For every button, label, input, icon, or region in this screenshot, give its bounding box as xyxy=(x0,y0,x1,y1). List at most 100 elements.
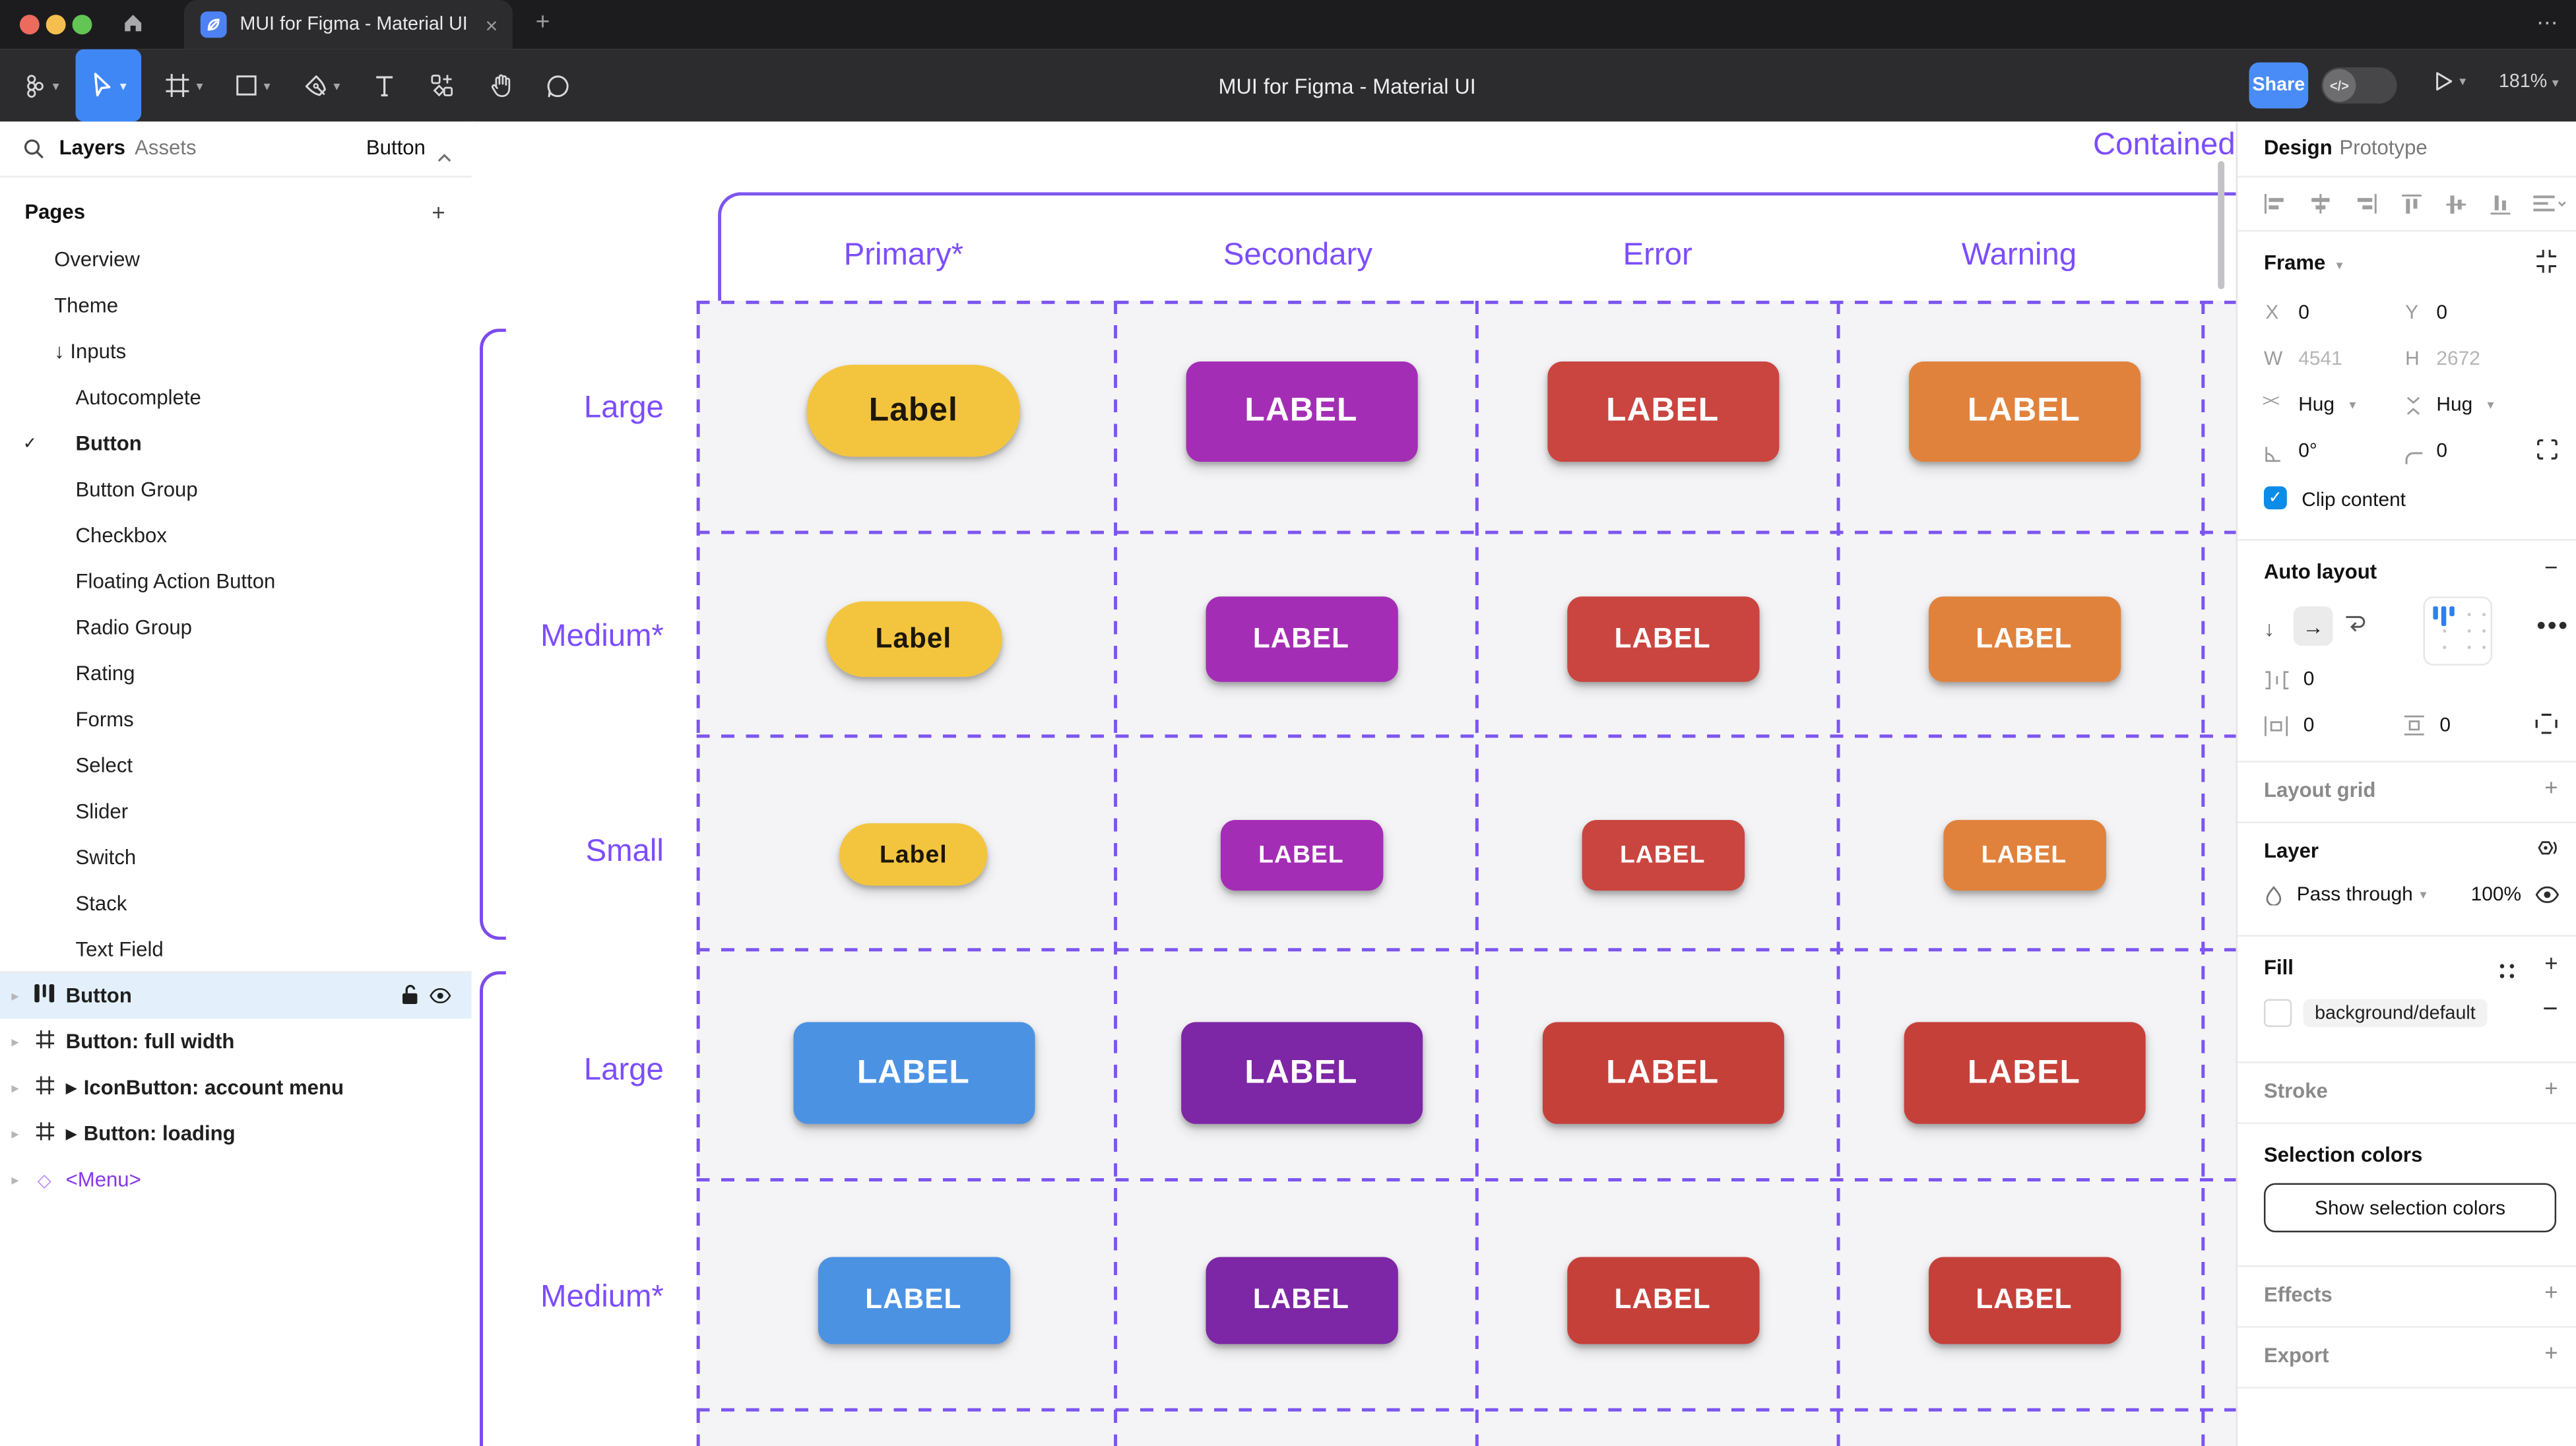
search-icon[interactable] xyxy=(23,138,44,168)
frame-tool-button[interactable]: ▾ xyxy=(154,49,214,122)
traffic-close-button[interactable] xyxy=(20,15,40,34)
button-variant[interactable]: LABEL xyxy=(818,1256,1010,1343)
main-menu-button[interactable]: ▾ xyxy=(13,49,69,122)
alignment-widget[interactable] xyxy=(2423,596,2492,666)
chevron-up-icon[interactable] xyxy=(437,141,451,171)
tab-prototype[interactable]: Prototype xyxy=(2339,137,2427,160)
resources-tool-button[interactable] xyxy=(417,49,467,122)
blend-mode-select[interactable]: Pass through xyxy=(2297,883,2413,906)
x-input[interactable]: 0 xyxy=(2298,301,2309,324)
frame-section-title[interactable]: Frame xyxy=(2264,251,2325,274)
width-input[interactable]: 4541 xyxy=(2298,347,2342,370)
height-input[interactable]: 2672 xyxy=(2436,347,2480,370)
align-bottom-icon[interactable] xyxy=(2491,194,2511,215)
button-variant[interactable]: LABEL xyxy=(792,1022,1034,1123)
variant-column-header[interactable]: Error xyxy=(1493,238,1822,274)
distribute-menu-icon[interactable] xyxy=(2533,194,2566,214)
button-variant[interactable]: LABEL xyxy=(1185,361,1417,461)
vertical-padding-input[interactable]: 0 xyxy=(2439,713,2451,736)
y-input[interactable]: 0 xyxy=(2436,301,2447,324)
add-effect-icon[interactable]: + xyxy=(2544,1278,2558,1305)
zoom-menu[interactable]: 181%▾ xyxy=(2499,73,2559,92)
page-item[interactable]: Rating xyxy=(0,650,472,697)
traffic-minimize-button[interactable] xyxy=(46,15,66,34)
tab-design[interactable]: Design xyxy=(2264,137,2333,160)
layer-item[interactable]: ▸◇<Menu> xyxy=(0,1157,472,1203)
page-item[interactable]: Radio Group xyxy=(0,605,472,651)
button-variant[interactable]: LABEL xyxy=(1220,819,1382,890)
button-variant[interactable]: LABEL xyxy=(1943,819,2105,890)
expand-chevron-icon[interactable]: ▸ xyxy=(11,987,18,1005)
expand-chevron-icon[interactable]: ▸ xyxy=(11,1033,18,1051)
page-item[interactable]: Overview xyxy=(0,237,472,283)
page-item[interactable]: ↓ Inputs xyxy=(0,329,472,375)
home-icon[interactable] xyxy=(121,11,145,39)
wrap-icon[interactable] xyxy=(2342,612,2367,643)
page-item[interactable]: Theme xyxy=(0,282,472,329)
button-variant[interactable]: Label xyxy=(806,365,1020,456)
button-variant[interactable]: Label xyxy=(839,823,987,886)
canvas-scrollbar[interactable] xyxy=(2218,161,2224,289)
remove-auto-layout-icon[interactable]: − xyxy=(2544,553,2558,580)
page-item[interactable]: Forms xyxy=(0,697,472,743)
eye-icon[interactable] xyxy=(429,986,452,1009)
show-selection-colors-button[interactable]: Show selection colors xyxy=(2264,1183,2556,1232)
button-variant[interactable]: LABEL xyxy=(1547,361,1778,461)
button-variant[interactable]: Label xyxy=(825,602,1001,677)
button-variant[interactable]: LABEL xyxy=(1928,1256,2120,1343)
button-variant[interactable]: LABEL xyxy=(1542,1022,1784,1123)
expand-chevron-icon[interactable]: ▸ xyxy=(11,1079,18,1096)
file-tab[interactable]: MUI for Figma - Material UI × xyxy=(184,0,513,49)
expand-chevron-icon[interactable]: ▸ xyxy=(11,1171,18,1189)
layer-item[interactable]: ▸Button xyxy=(0,973,472,1019)
window-overflow-menu-icon[interactable]: ⋯ xyxy=(2536,10,2560,36)
variant-column-header[interactable]: Secondary xyxy=(1134,238,1462,274)
chevron-down-icon[interactable]: ▾ xyxy=(2336,258,2342,272)
add-stroke-icon[interactable]: + xyxy=(2544,1075,2558,1101)
button-variant[interactable]: LABEL xyxy=(1903,1022,2144,1123)
collapse-panel-icon[interactable] xyxy=(2535,250,2558,281)
align-top-icon[interactable] xyxy=(2402,194,2422,215)
align-left-icon[interactable] xyxy=(2264,194,2285,214)
shape-tool-button[interactable]: ▾ xyxy=(224,49,283,122)
variant-column-header[interactable]: Primary* xyxy=(739,238,1068,274)
button-variant[interactable]: LABEL xyxy=(1205,596,1397,682)
page-item[interactable]: Switch xyxy=(0,834,472,881)
opacity-input[interactable]: 100% xyxy=(2471,883,2521,906)
share-button[interactable]: Share xyxy=(2249,63,2309,109)
button-variant[interactable]: LABEL xyxy=(1180,1022,1422,1123)
layer-item[interactable]: ▸▶Button: loading xyxy=(0,1111,472,1157)
independent-padding-icon[interactable] xyxy=(2535,713,2558,743)
add-export-icon[interactable]: + xyxy=(2544,1339,2558,1366)
page-item[interactable]: Select xyxy=(0,743,472,789)
vertical-resize-value[interactable]: Hug xyxy=(2436,393,2472,416)
button-variant[interactable]: LABEL xyxy=(1205,1256,1397,1343)
tab-assets[interactable]: Assets xyxy=(135,137,196,160)
page-item[interactable]: Button Group xyxy=(0,466,472,513)
blend-mode-icon[interactable] xyxy=(2533,836,2558,867)
button-variant[interactable]: LABEL xyxy=(1908,361,2140,461)
button-variant[interactable]: LABEL xyxy=(1581,819,1743,890)
page-item[interactable]: Stack xyxy=(0,881,472,927)
page-item[interactable]: ✓Button xyxy=(0,421,472,467)
button-variant[interactable]: LABEL xyxy=(1928,596,2120,682)
pen-tool-button[interactable]: ▾ xyxy=(292,49,352,122)
layer-item[interactable]: ▸Button: full width xyxy=(0,1019,472,1065)
horizontal-resize-value[interactable]: Hug xyxy=(2298,393,2334,416)
page-selector[interactable]: Button xyxy=(366,137,426,160)
align-right-icon[interactable] xyxy=(2356,194,2377,214)
comment-tool-button[interactable] xyxy=(532,49,582,122)
close-tab-icon[interactable]: × xyxy=(470,13,513,37)
variant-column-header[interactable]: Warning xyxy=(1855,238,2183,274)
gap-input[interactable]: 0 xyxy=(2303,667,2315,690)
fill-style-chip[interactable]: background/default xyxy=(2303,999,2487,1026)
tab-layers[interactable]: Layers xyxy=(59,137,125,160)
page-item[interactable]: Autocomplete xyxy=(0,375,472,421)
new-tab-button[interactable]: + xyxy=(536,8,550,36)
direction-right-icon[interactable]: → xyxy=(2294,606,2333,646)
page-item[interactable]: Floating Action Button xyxy=(0,559,472,605)
add-page-icon[interactable]: + xyxy=(432,199,445,225)
direction-down-icon[interactable]: ↓ xyxy=(2264,616,2274,641)
page-item[interactable]: Text Field xyxy=(0,927,472,973)
remove-fill-icon[interactable]: − xyxy=(2542,995,2558,1025)
